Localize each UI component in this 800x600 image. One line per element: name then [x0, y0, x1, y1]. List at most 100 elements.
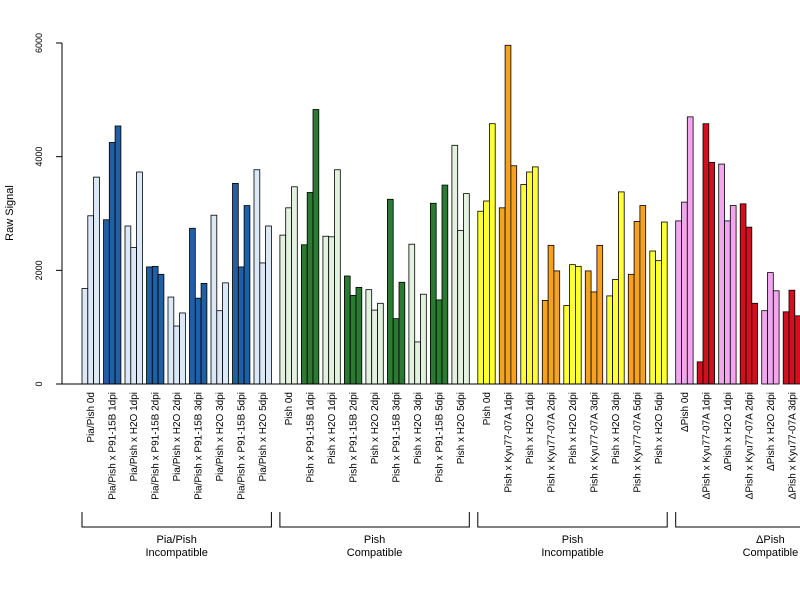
x-tick-label: Pish x H2O 1dpi: [327, 392, 338, 464]
bar: [782, 311, 790, 385]
bar: [146, 266, 153, 385]
bar: [708, 161, 715, 385]
bar: [151, 265, 159, 385]
bar: [194, 297, 202, 385]
x-tick-label: Pia/Pish x H2O 2dpi: [172, 392, 183, 482]
bar: [124, 225, 132, 385]
x-tick-label: Pish x H2O 3dpi: [413, 392, 424, 464]
bar: [457, 230, 464, 385]
bar: [130, 247, 138, 385]
bar: [355, 286, 363, 385]
bar: [718, 163, 725, 385]
bar: [365, 289, 373, 385]
bar: [596, 244, 604, 385]
x-tick-label: Pish x H2O 3dpi: [611, 392, 622, 464]
bar: [477, 210, 484, 385]
bar: [392, 318, 400, 385]
bar: [702, 123, 710, 385]
bar: [463, 193, 470, 385]
bar: [649, 250, 656, 385]
bar: [93, 176, 100, 385]
y-axis-label: Raw Signal: [4, 185, 16, 241]
bar: [541, 300, 549, 385]
bar: [167, 296, 175, 385]
x-tick-label: Pish x H2O 5dpi: [654, 392, 665, 464]
group-label: Pish: [562, 534, 583, 546]
bar: [108, 142, 116, 385]
bar: [179, 312, 186, 385]
bar: [590, 291, 598, 385]
x-tick-label: ΔPish x Kyu77-07A 1dpi: [701, 392, 712, 499]
x-tick-label: Pia/Pish x H2O 3dpi: [215, 392, 226, 482]
bar: [772, 290, 780, 385]
bar: [429, 202, 437, 385]
bar: [291, 186, 298, 385]
bar: [279, 234, 287, 385]
bar: [377, 302, 384, 385]
bar: [334, 169, 341, 385]
x-tick-label: Pish x P91-15B 2dpi: [349, 392, 360, 483]
group-label: Compatible: [347, 547, 403, 559]
bar: [253, 169, 261, 385]
bar: [300, 244, 308, 385]
bar: [686, 116, 694, 385]
x-tick-label: Pish x Kyu77-07A 5dpi: [633, 392, 644, 493]
bar: [328, 236, 335, 385]
bar: [349, 294, 357, 385]
bar: [627, 273, 635, 385]
bar: [661, 221, 668, 385]
bar: [157, 273, 165, 385]
bar: [569, 264, 576, 385]
bar: [103, 219, 110, 385]
bar: [729, 205, 737, 385]
bar: [420, 293, 427, 385]
bar: [788, 289, 796, 385]
x-tick-label: Pish 0d: [482, 392, 493, 425]
x-tick-label: Pish x Kyu77-07A 2dpi: [547, 392, 558, 493]
x-tick-label: Pish x P91-15B 3dpi: [392, 392, 403, 483]
bar: [681, 201, 688, 385]
x-tick-label: Pish x H2O 5dpi: [456, 392, 467, 464]
bar: [216, 310, 224, 385]
x-tick-label: Pia/Pish x P91-15B 2dpi: [151, 392, 162, 500]
bar: [87, 215, 95, 385]
bar: [655, 260, 662, 385]
group-label: Compatible: [743, 547, 799, 559]
bar: [441, 184, 449, 385]
x-axis-labels: Pia/Pish 0d Pia/Pish x P91-15B 1dpi Pia/Pi…: [86, 392, 798, 500]
bar: [451, 144, 459, 385]
bar: [285, 207, 292, 385]
y-tick-label: 2000: [34, 260, 44, 280]
bar: [563, 305, 570, 385]
bar: [232, 182, 239, 385]
group-bracket: [675, 512, 800, 528]
bar: [639, 205, 647, 385]
group-bracket: [477, 512, 668, 528]
group-label: Pish: [364, 534, 385, 546]
x-tick-label: Pia/Pish x P91-15B 3dpi: [194, 392, 205, 500]
bar: [173, 325, 181, 385]
x-tick-label: Pish x P91-15B 5dpi: [435, 392, 446, 483]
bar: [606, 295, 613, 385]
y-tick-label: 4000: [34, 147, 44, 167]
bar: [520, 184, 527, 385]
bar: [504, 44, 512, 385]
x-tick-label: Pish 0d: [284, 392, 295, 425]
bar: [553, 270, 561, 385]
bar: [696, 361, 704, 385]
bar: [322, 235, 330, 385]
bar: [259, 262, 266, 385]
x-tick-label: Pish x H2O 2dpi: [568, 392, 579, 464]
bar: [435, 299, 443, 385]
bar: [414, 341, 421, 385]
x-tick-label: Pia/Pish x P91-15B 1dpi: [108, 392, 119, 500]
bar: [510, 165, 518, 385]
bar: [371, 309, 378, 385]
bar: [189, 227, 196, 385]
bar: [547, 244, 555, 385]
bar: [633, 221, 641, 385]
y-tick-label: 6000: [34, 33, 44, 53]
x-tick-label: ΔPish x H2O 1dpi: [723, 392, 734, 471]
x-tick-label: ΔPish x Kyu77-07A 2dpi: [744, 392, 755, 499]
